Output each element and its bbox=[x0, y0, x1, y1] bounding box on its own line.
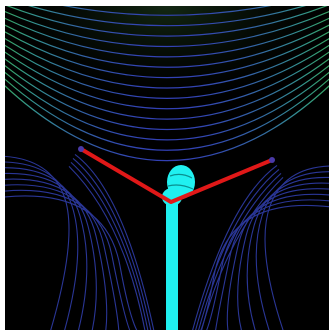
contour-line bbox=[200, 204, 329, 330]
contour-line bbox=[246, 176, 329, 330]
contour-line bbox=[5, 58, 329, 120]
contour-line bbox=[5, 10, 329, 48]
contour-line bbox=[6, 6, 328, 37]
upper-contour-lines bbox=[5, 6, 329, 162]
contour-line bbox=[5, 78, 329, 151]
contour-line bbox=[226, 188, 329, 330]
contour-line bbox=[5, 172, 97, 330]
contour-line bbox=[5, 85, 329, 162]
contour-line bbox=[201, 177, 284, 330]
contour-line bbox=[206, 199, 329, 330]
contour-line bbox=[5, 51, 329, 110]
contour-line bbox=[5, 195, 138, 330]
contour-line bbox=[5, 71, 329, 141]
contour-visualization bbox=[5, 6, 329, 330]
contour-svg bbox=[5, 6, 329, 330]
contour-line bbox=[5, 184, 120, 330]
contour-line bbox=[5, 37, 329, 89]
contour-line bbox=[5, 178, 108, 330]
contour-line bbox=[28, 6, 306, 27]
contour-line bbox=[68, 166, 146, 330]
contour-line bbox=[70, 161, 149, 330]
left-endpoint bbox=[78, 146, 84, 152]
contour-line bbox=[5, 31, 329, 79]
contour-line bbox=[5, 189, 131, 330]
contour-line bbox=[74, 153, 155, 330]
right-endpoint bbox=[269, 157, 275, 163]
contour-line bbox=[5, 64, 329, 130]
contour-line bbox=[192, 164, 278, 330]
contour-line bbox=[72, 157, 152, 330]
contour-line bbox=[5, 44, 329, 99]
contour-line bbox=[5, 24, 329, 68]
contour-line bbox=[5, 17, 329, 58]
contour-line bbox=[198, 172, 282, 330]
contour-line bbox=[5, 155, 70, 330]
red-v-shape bbox=[79, 147, 274, 204]
contour-line bbox=[195, 168, 280, 330]
lower-contour-lines bbox=[5, 153, 329, 330]
contour-line bbox=[237, 182, 329, 330]
contour-line bbox=[62, 6, 272, 16]
top-glow bbox=[5, 6, 329, 186]
contour-line bbox=[255, 171, 329, 330]
cyan-stem bbox=[166, 201, 178, 330]
contour-line bbox=[5, 167, 88, 330]
contour-line bbox=[5, 161, 79, 330]
